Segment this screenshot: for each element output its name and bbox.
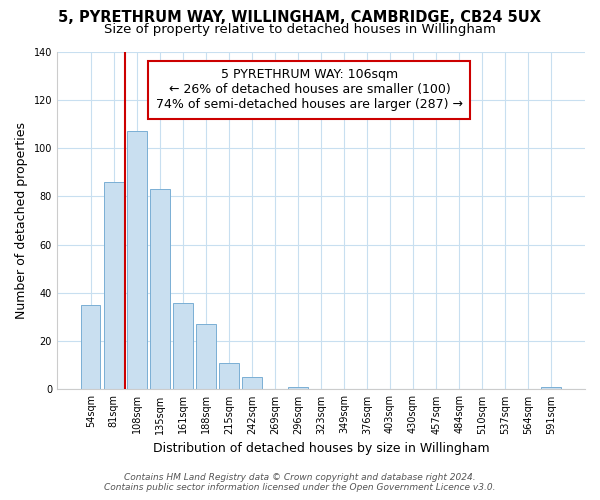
Bar — [173, 302, 193, 390]
Bar — [127, 131, 146, 390]
Text: Contains HM Land Registry data © Crown copyright and database right 2024.
Contai: Contains HM Land Registry data © Crown c… — [104, 473, 496, 492]
Text: 5 PYRETHRUM WAY: 106sqm
← 26% of detached houses are smaller (100)
74% of semi-d: 5 PYRETHRUM WAY: 106sqm ← 26% of detache… — [156, 68, 463, 112]
Bar — [288, 387, 308, 390]
Bar — [219, 363, 239, 390]
Bar — [541, 387, 561, 390]
Bar — [104, 182, 124, 390]
X-axis label: Distribution of detached houses by size in Willingham: Distribution of detached houses by size … — [152, 442, 489, 455]
Text: 5, PYRETHRUM WAY, WILLINGHAM, CAMBRIDGE, CB24 5UX: 5, PYRETHRUM WAY, WILLINGHAM, CAMBRIDGE,… — [59, 10, 542, 25]
Bar — [81, 305, 100, 390]
Bar — [242, 378, 262, 390]
Bar — [150, 189, 170, 390]
Text: Size of property relative to detached houses in Willingham: Size of property relative to detached ho… — [104, 22, 496, 36]
Bar — [196, 324, 215, 390]
Y-axis label: Number of detached properties: Number of detached properties — [15, 122, 28, 319]
